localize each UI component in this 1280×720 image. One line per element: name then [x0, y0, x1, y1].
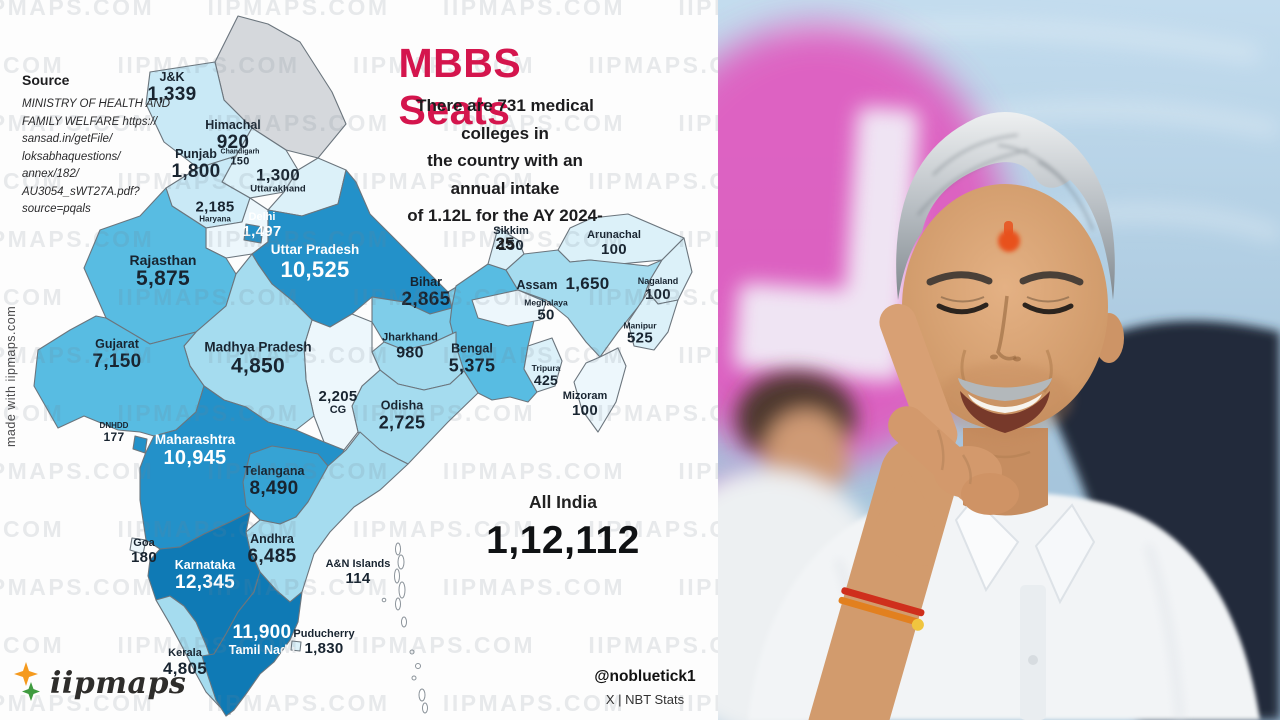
eyelid-lines — [940, 296, 1070, 303]
tilak-mark — [998, 230, 1020, 252]
state-shape-sikkim — [487, 227, 525, 271]
state-shape-assam — [505, 249, 663, 358]
thread-bracelet-orange — [838, 596, 922, 626]
author-platform: X | NBT Stats — [605, 692, 685, 707]
thumb — [961, 473, 1019, 515]
state-shape-goa — [129, 537, 147, 555]
right-eye — [1022, 302, 1074, 315]
all-india-total: All India 1,12,112 — [486, 492, 640, 563]
made-with-credit: made with iipmaps.com — [4, 305, 18, 447]
smiling-mouth — [960, 391, 1050, 433]
mbbs-infographic-panel: J&K 1,339 Himachal 920 Chandigarh 150 Punjab 1,… — [0, 0, 718, 717]
state-shape-andaman-islands — [381, 542, 428, 714]
source-block: Source MINISTRY OF HEALTH AND FAMILY WELF… — [22, 72, 172, 219]
state-shape-dnhdd — [132, 435, 148, 454]
shirt-placket — [1020, 585, 1046, 720]
palm — [876, 468, 937, 566]
bracelet-bead — [911, 618, 924, 631]
grey-moustache — [958, 378, 1052, 401]
source-citation: MINISTRY OF HEALTH AND FAMILY WELFARE htt… — [22, 98, 171, 215]
index-finger — [879, 303, 958, 454]
thread-bracelet-red — [841, 587, 925, 617]
knuckle-lines — [936, 429, 972, 485]
shirt-button — [1028, 655, 1038, 665]
iipmaps-logo-text: iipmaps — [50, 665, 187, 701]
page-title: MBBS Seats — [398, 40, 522, 133]
subtitle-line-1: There are 731 medical colleges in — [416, 96, 594, 143]
source-heading: Source — [22, 72, 70, 88]
state-shape-mizoram — [573, 347, 627, 433]
nose — [996, 295, 1017, 361]
author-handle: @nobluetick1 — [594, 668, 696, 685]
politician-photo — [718, 0, 1280, 720]
state-shape-tamilnadu — [201, 571, 303, 717]
iipmaps-logo: iipmaps — [14, 662, 186, 704]
state-shape-delhi — [243, 223, 264, 244]
state-shape-gujarat — [33, 315, 205, 437]
author-credits: @nobluetick1 X | NBT Stats — [594, 668, 695, 707]
teeth — [968, 394, 1042, 413]
state-shape-manipur — [627, 291, 679, 351]
politician-figure — [748, 112, 1260, 720]
subtitle-line-3: of 1.12L for the AY 2024-25 — [407, 206, 603, 253]
collar-right — [1034, 503, 1096, 605]
right-eyebrow — [1019, 271, 1084, 286]
left-eyebrow — [926, 271, 993, 286]
state-shape-tripura — [523, 337, 563, 393]
left-eye — [936, 302, 989, 315]
press-photo-panel — [718, 0, 1280, 720]
state-shape-puducherry — [290, 640, 302, 652]
subtitle-line-2: the country with an annual intake — [427, 151, 583, 198]
hand-on-chin — [807, 303, 1019, 720]
hair-streaks — [917, 134, 1094, 231]
state-shape-meghalaya — [471, 289, 547, 327]
subtitle: There are 731 medical colleges in the co… — [399, 92, 612, 257]
iipmaps-logo-icon — [14, 662, 40, 701]
collar-left — [954, 496, 1020, 593]
nostril-right — [1013, 356, 1021, 362]
india-choropleth-map — [33, 15, 693, 717]
total-label: All India — [528, 492, 598, 512]
total-value: 1,12,112 — [486, 519, 640, 562]
nostril-left — [990, 354, 998, 360]
tilak-smudge — [1004, 221, 1013, 236]
